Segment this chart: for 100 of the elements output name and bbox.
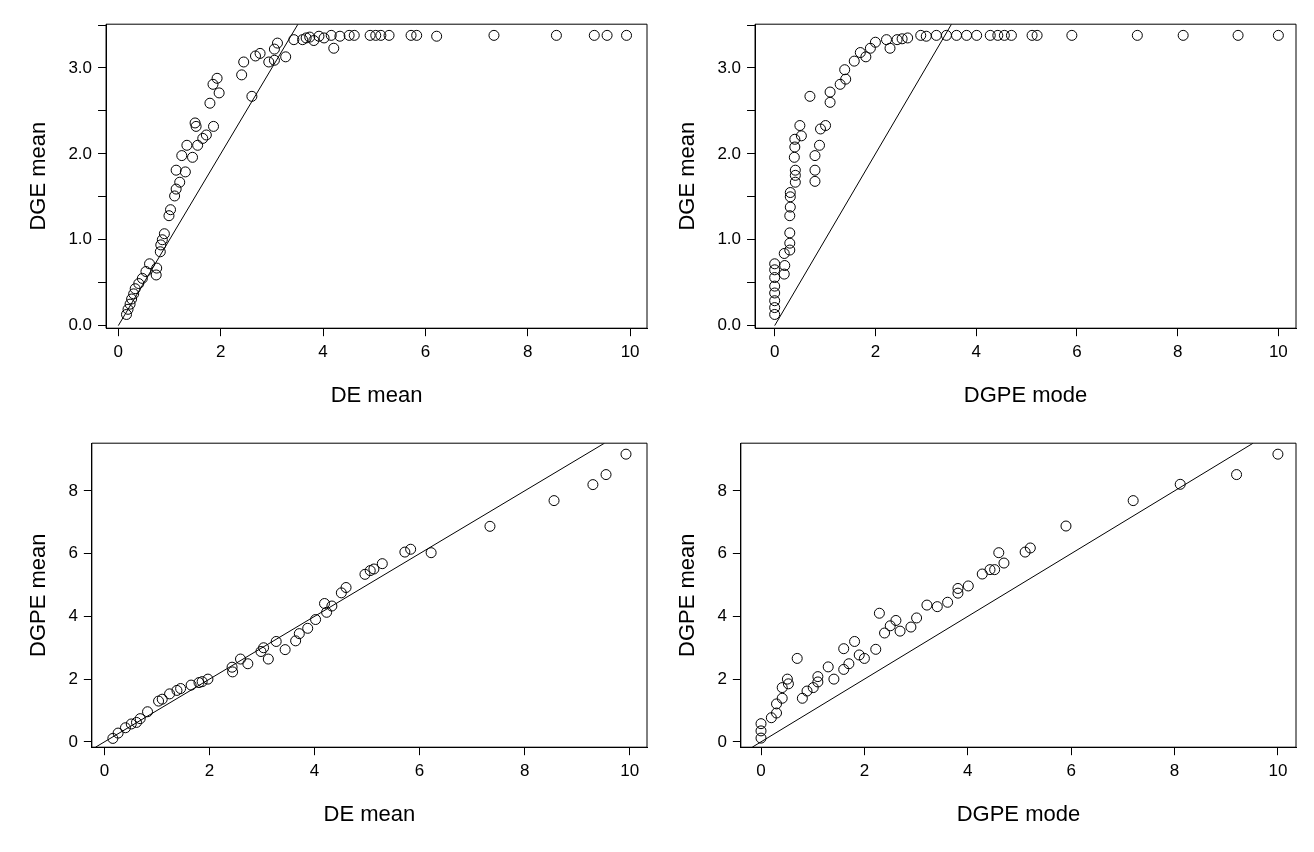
point [952,582,964,594]
point [791,652,803,664]
y-tick-label: 2.0 [68,143,93,163]
point [242,658,254,670]
point [125,718,137,730]
point [1272,448,1284,460]
x-tick-label: 4 [971,342,981,362]
x-tick-label: 0 [113,342,124,362]
point [890,614,902,626]
x-tick-label: 6 [414,761,425,781]
x-axis-title: DGPE mode [963,381,1088,407]
point [776,692,788,704]
point [131,716,142,728]
point [107,732,119,744]
y-tick-label: 3.0 [68,57,93,77]
point [796,692,808,704]
point [952,587,964,599]
y-tick-label: 2 [717,668,727,688]
x-tick-label: 8 [523,342,533,362]
x-tick-label: 6 [420,342,431,362]
point [425,547,437,559]
point [1127,495,1139,507]
x-tick-label: 2 [215,342,226,362]
x-tick-label: 0 [756,761,766,781]
x-axis-title: DE mean [323,800,416,826]
y-tick-label: 0.0 [717,315,742,335]
point [812,676,824,688]
x-tick-label: 8 [1169,761,1180,781]
point [782,678,794,690]
x-tick-label: 4 [318,342,328,362]
point [962,580,974,592]
y-tick-label: 2 [68,668,78,688]
y-tick-label: 1.0 [717,229,742,249]
point [879,627,891,639]
point [771,698,783,710]
point [921,599,933,611]
point [853,649,865,661]
point [119,722,131,734]
y-tick-label: 0.0 [68,315,93,335]
point [993,547,1005,559]
point [812,671,824,683]
point [227,666,239,678]
x-tick-label: 8 [1172,342,1183,362]
x-tick-label: 10 [1268,761,1288,781]
y-tick-label: 3.0 [717,57,742,77]
x-axis-title: DGPE mode [956,800,1081,826]
x-tick-label: 10 [1268,342,1288,362]
point [755,732,767,744]
point [359,568,371,580]
point [262,653,274,665]
point [771,707,783,719]
y-tick-label: 8 [717,480,727,500]
x-axis-title: DE mean [330,381,423,407]
point [822,661,834,673]
x-tick-label: 0 [769,342,780,362]
x-tick-label: 2 [859,761,870,781]
point [1174,478,1186,490]
y-axis-title: DGPE mean [674,533,700,657]
point [1231,469,1243,481]
point [807,682,819,694]
point [293,628,305,640]
point [911,612,923,624]
point [310,614,322,626]
point [548,495,560,507]
point [340,582,352,594]
point [279,644,291,656]
point [781,673,793,685]
point [884,620,896,632]
point [202,673,214,685]
point [838,663,850,675]
point [755,718,767,730]
point [620,448,632,460]
point [319,598,331,610]
point [258,642,270,654]
y-tick-label: 6 [717,543,727,563]
point [399,546,411,558]
point [931,601,943,613]
point [142,706,154,718]
y-tick-label: 8 [68,480,78,500]
y-tick-label: 0 [68,731,78,751]
point [838,643,850,655]
point [843,658,855,670]
y-tick-label: 4 [68,606,78,626]
point [1060,520,1072,532]
x-tick-label: 2 [204,761,215,781]
y-tick-label: 2.0 [717,143,742,163]
point [368,563,380,575]
x-tick-label: 10 [620,761,640,781]
point [776,682,788,694]
point [828,673,840,685]
point [364,565,376,577]
x-tick-label: 6 [1072,342,1082,362]
point [134,713,146,725]
point [905,621,917,633]
point [755,725,767,737]
point [942,596,954,608]
point [873,607,885,619]
point [1019,546,1031,558]
point [226,661,238,673]
x-tick-label: 8 [519,761,530,781]
